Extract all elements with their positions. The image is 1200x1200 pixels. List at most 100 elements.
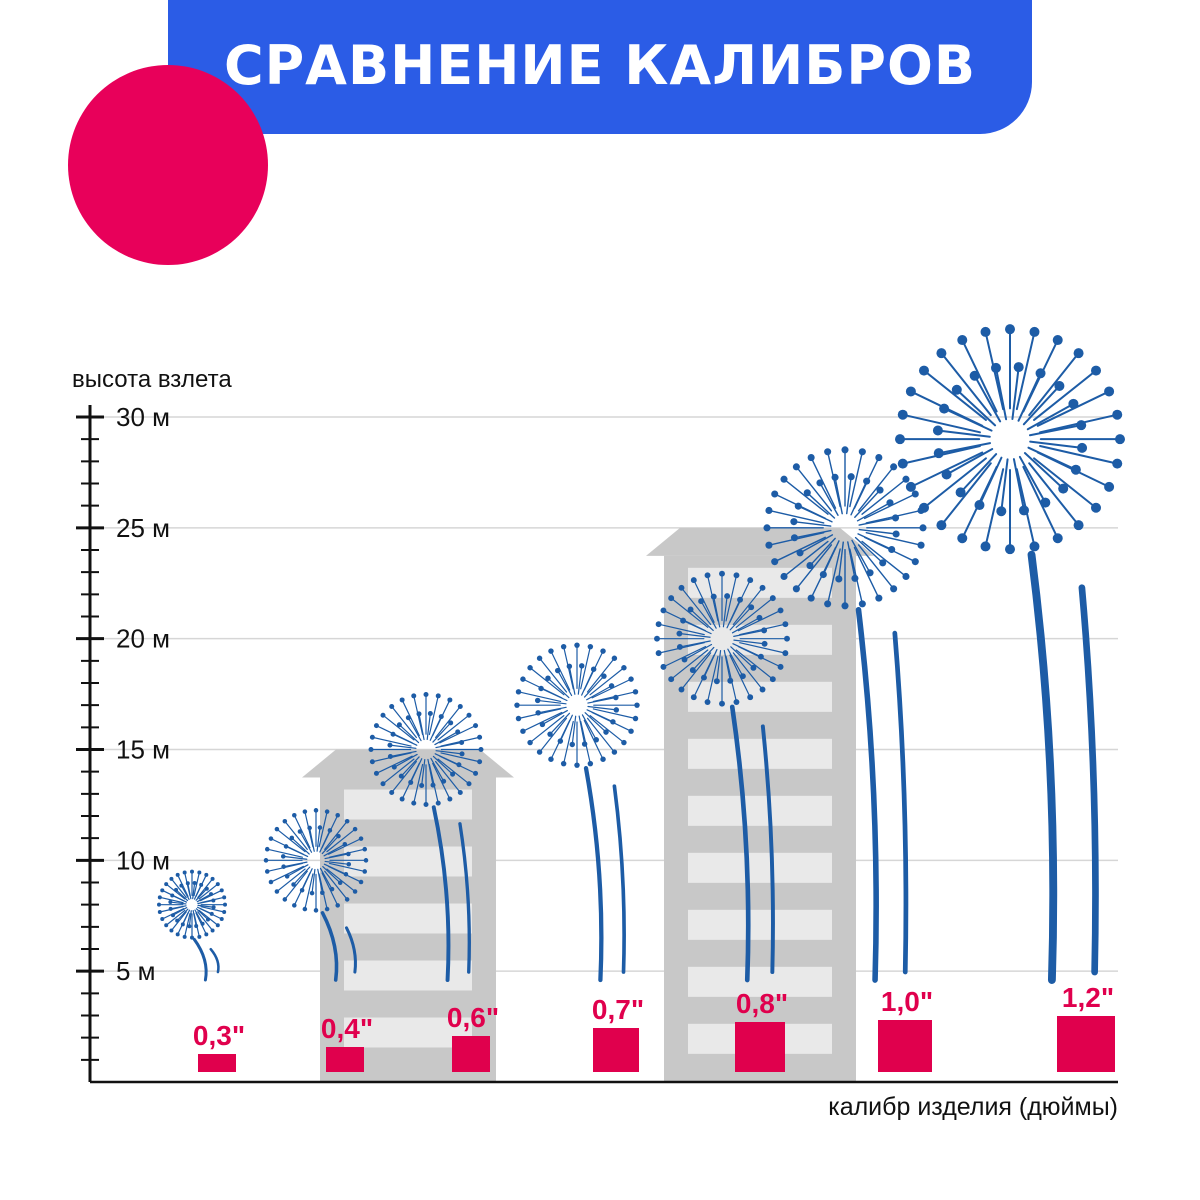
firework-spark-tip xyxy=(713,678,720,685)
firework-spark-tip xyxy=(560,643,567,650)
firework-spark-tip xyxy=(283,844,289,849)
firework-trail xyxy=(1027,550,1058,984)
firework-spark xyxy=(680,652,712,691)
firework-spark xyxy=(318,810,328,848)
firework-spark-tip xyxy=(748,604,755,611)
firework-spark-tip xyxy=(175,872,180,877)
firework-spark-tip xyxy=(297,829,303,834)
firework-spark-tip xyxy=(678,686,685,693)
firework-spark-tip xyxy=(327,828,333,833)
firework-spark xyxy=(735,597,774,628)
firework-spark xyxy=(435,750,463,755)
firework-spark xyxy=(326,828,356,853)
firework-spark-tip xyxy=(211,905,216,910)
firework-spark xyxy=(739,642,786,654)
building-window xyxy=(344,903,472,934)
firework-spark xyxy=(727,648,744,677)
firework-trail xyxy=(892,630,909,975)
firework-spark-tip xyxy=(759,686,766,693)
firework-spark-tip xyxy=(199,882,204,887)
firework-spark-tip xyxy=(689,667,696,674)
firework-spark xyxy=(731,617,761,634)
firework-spark xyxy=(584,712,607,733)
firework-spark xyxy=(321,835,340,855)
firework-spark-tip xyxy=(560,760,567,767)
firework-spark-tip xyxy=(790,534,799,542)
firework-spark-tip xyxy=(380,712,386,718)
firework-spark xyxy=(795,466,833,512)
firework-spark-tip xyxy=(601,673,607,679)
firework-spark-tip xyxy=(807,594,815,602)
firework-spark xyxy=(1039,445,1119,465)
firework-spark xyxy=(559,714,573,742)
firework-spark xyxy=(670,649,709,680)
firework-spark xyxy=(200,906,225,913)
firework-spark xyxy=(580,646,591,690)
firework-spark-tip xyxy=(1058,483,1069,494)
firework-spark-tip xyxy=(320,890,325,895)
firework-spark-tip xyxy=(396,722,402,728)
firework-spark-tip xyxy=(548,756,554,762)
firework-spark-tip xyxy=(841,602,849,610)
firework-spark-tip xyxy=(222,910,227,915)
firework-spark xyxy=(984,468,1005,548)
x-axis-label: калибр изделия (дюймы) xyxy=(828,1093,1118,1121)
firework-spark-tip xyxy=(387,754,393,760)
firework-spark xyxy=(826,548,841,605)
firework-spark-tip xyxy=(603,729,609,735)
firework-spark xyxy=(427,758,434,786)
firework-spark-tip xyxy=(352,889,358,894)
firework-spark-tip xyxy=(1040,497,1051,508)
caliber-box xyxy=(1057,1016,1115,1072)
firework-spark xyxy=(413,763,424,804)
firework-spark xyxy=(196,906,213,915)
firework-spark-tip xyxy=(680,617,687,624)
page-title: СРАВНЕНИЕ КАЛИБРОВ xyxy=(223,34,977,97)
firework-spark-tip xyxy=(398,773,404,779)
firework-spark-tip xyxy=(447,697,453,703)
firework-spark-tip xyxy=(574,762,580,768)
firework-spark-tip xyxy=(219,916,224,921)
firework-spark-tip xyxy=(835,575,843,583)
firework-spark xyxy=(793,520,832,527)
firework-spark xyxy=(797,505,833,523)
firework-spark xyxy=(858,528,897,535)
caliber-label: 0,3" xyxy=(193,1020,245,1051)
firework-spark xyxy=(943,407,993,432)
building-window xyxy=(688,852,832,883)
firework-spark-tip xyxy=(733,572,740,579)
firework-spark-tip xyxy=(756,614,763,621)
firework-spark-tip xyxy=(1112,409,1123,420)
firework-spark-tip xyxy=(858,600,866,608)
firework-spark-tip xyxy=(996,506,1007,517)
firework-spark xyxy=(529,715,565,744)
firework-spark-tip xyxy=(621,665,627,671)
firework-spark xyxy=(371,736,412,747)
firework-spark-tip xyxy=(168,900,173,905)
firework-spark-tip xyxy=(209,892,214,897)
firework-spark-tip xyxy=(282,897,288,902)
firework-spark-tip xyxy=(157,910,162,915)
firework-spark-tip xyxy=(455,729,461,735)
firework-spark xyxy=(735,649,774,680)
firework-spark-tip xyxy=(655,621,662,628)
firework-spark xyxy=(432,755,454,775)
firework-spark-tip xyxy=(687,606,694,613)
firework-spark xyxy=(434,731,459,746)
firework-spark xyxy=(581,714,597,741)
firework-spark xyxy=(319,867,333,890)
firework-spark xyxy=(382,714,415,741)
firework-spark-tip xyxy=(427,710,433,716)
caliber-label: 0,8" xyxy=(736,988,788,1019)
firework-spark-tip xyxy=(794,502,802,510)
firework-spark xyxy=(192,910,197,927)
firework-spark xyxy=(382,758,415,785)
firework-spark-tip xyxy=(660,663,667,670)
firework-spark xyxy=(198,883,219,900)
firework-spark-tip xyxy=(466,712,472,718)
firework-spark-tip xyxy=(771,558,779,566)
caliber-box xyxy=(198,1054,236,1072)
firework-spark xyxy=(854,536,884,564)
firework-spark-tip xyxy=(700,674,707,681)
firework-spark-tip xyxy=(336,833,341,839)
